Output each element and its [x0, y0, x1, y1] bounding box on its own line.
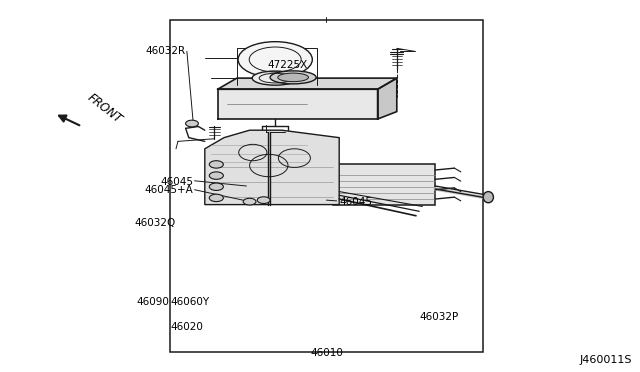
Text: 46020: 46020 — [171, 323, 204, 332]
Bar — [170, 20, 483, 352]
Ellipse shape — [209, 161, 223, 168]
Text: 46045: 46045 — [339, 197, 372, 206]
Text: 46045: 46045 — [160, 177, 193, 186]
Ellipse shape — [278, 73, 308, 82]
Bar — [333, 164, 435, 205]
Ellipse shape — [257, 197, 270, 203]
Ellipse shape — [209, 183, 223, 190]
Text: 46045+A: 46045+A — [145, 186, 193, 195]
Text: 46032R: 46032R — [145, 46, 186, 56]
Ellipse shape — [252, 71, 298, 85]
Ellipse shape — [238, 42, 312, 77]
Text: 46032P: 46032P — [419, 312, 458, 322]
Ellipse shape — [209, 194, 223, 202]
Polygon shape — [218, 89, 378, 119]
Text: 46032Q: 46032Q — [135, 218, 176, 228]
Text: 46060Y: 46060Y — [171, 297, 210, 307]
Text: 46090: 46090 — [137, 297, 170, 307]
Ellipse shape — [243, 198, 256, 205]
Polygon shape — [205, 130, 339, 205]
Text: 47225X: 47225X — [268, 60, 308, 70]
Ellipse shape — [270, 71, 316, 84]
Polygon shape — [218, 78, 397, 89]
Polygon shape — [378, 78, 397, 119]
Text: FRONT: FRONT — [85, 92, 125, 126]
Text: J460011S: J460011S — [580, 355, 632, 365]
Ellipse shape — [186, 120, 198, 127]
Ellipse shape — [209, 172, 223, 179]
Ellipse shape — [483, 192, 493, 203]
Text: 46010: 46010 — [310, 348, 343, 358]
